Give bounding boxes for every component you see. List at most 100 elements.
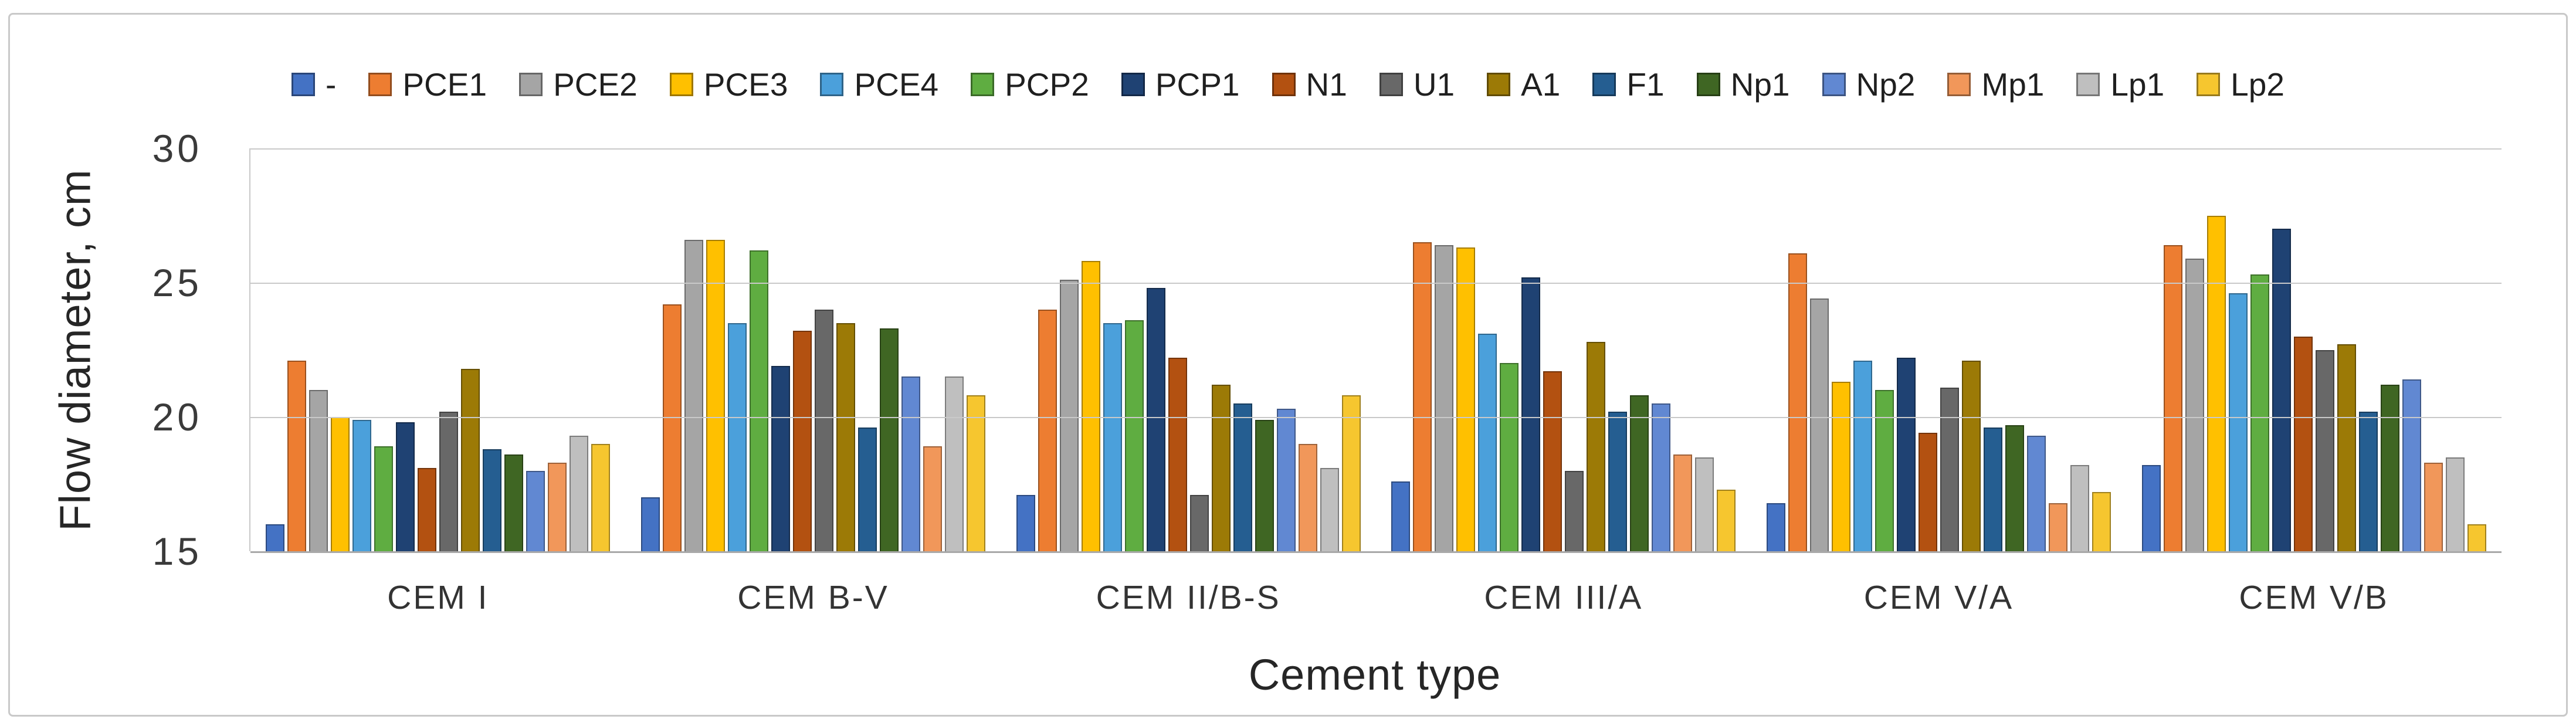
legend-swatch-icon (820, 73, 844, 96)
bar-Np2-CEM III/A (1652, 403, 1671, 551)
bar-A1-CEM I (461, 368, 480, 551)
bar---CEM V/A (1766, 503, 1785, 551)
bar-Np2-CEM B-V (901, 376, 920, 551)
legend-swatch-icon (1822, 73, 1846, 96)
legend: - PCE1 PCE2 PCE3 PCE4 PCP2 PCP1 N1 U1 A1 F1 Np1 Np2 M… (0, 66, 2576, 103)
bar-PCE2-CEM B-V (684, 239, 703, 551)
bar-PCE4-CEM V/A (1853, 360, 1872, 551)
bar-PCE3-CEM B-V (706, 239, 725, 551)
bar-F1-CEM II/B-S (1233, 403, 1252, 551)
bar-PCP2-CEM V/A (1875, 390, 1894, 551)
bar-Lp2-CEM I (591, 443, 611, 551)
bar-PCP2-CEM V/B (2250, 274, 2269, 551)
bar-Np1-CEM V/A (2005, 425, 2024, 551)
bar-groups: CEM I CEM B-V CEM II/B-S CEM III/A CEM V/A CE… (250, 148, 2502, 616)
y-tick-label-15: 15 (152, 530, 202, 573)
legend-label: PCE3 (703, 66, 788, 103)
bar---CEM I (266, 524, 285, 551)
legend-item-A1: A1 (1487, 66, 1561, 103)
legend-label: PCE4 (854, 66, 939, 103)
y-tick-label-25: 25 (152, 261, 202, 304)
bar-Lp1-CEM V/A (2070, 465, 2089, 551)
bar-Lp1-CEM II/B-S (1320, 468, 1339, 551)
bar-PCP2-CEM I (374, 446, 394, 551)
category-label-CEM V/A: CEM V/A (1863, 579, 2014, 616)
legend-item-F1: F1 (1592, 68, 1665, 101)
gridline-20 (250, 417, 2502, 418)
category-label-CEM III/A: CEM III/A (1484, 579, 1643, 616)
y-tick-label-20: 20 (152, 395, 202, 439)
legend-swatch-icon (368, 73, 392, 96)
bar-PCP2-CEM III/A (1500, 363, 1519, 551)
legend-item-Lp1: Lp1 (2076, 68, 2164, 101)
bar-PCE3-CEM II/B-S (1081, 261, 1100, 551)
bar-Lp1-CEM V/B (2445, 457, 2465, 551)
category-group-CEM III/A: CEM III/A (1391, 148, 1736, 616)
bar-Mp1-CEM V/B (2424, 462, 2443, 551)
bar-N1-CEM V/B (2293, 336, 2313, 551)
legend-label: PCE1 (402, 66, 487, 103)
bar-Mp1-CEM III/A (1673, 454, 1693, 551)
category-label-CEM B-V: CEM B-V (737, 579, 889, 616)
bar-U1-CEM V/A (1940, 387, 1959, 551)
bar-N1-CEM B-V (792, 331, 812, 551)
bar-U1-CEM I (439, 411, 459, 551)
bar-F1-CEM III/A (1608, 411, 1628, 551)
bar-F1-CEM V/A (1983, 428, 2002, 551)
bar-Mp1-CEM I (548, 462, 567, 551)
bar-Lp1-CEM B-V (944, 376, 964, 551)
bar-PCP1-CEM B-V (771, 365, 790, 551)
legend-label: Mp1 (1981, 66, 2045, 103)
bar---CEM III/A (1391, 481, 1411, 551)
legend-item-PCE1: PCE1 (368, 66, 487, 103)
legend-swatch-icon (971, 73, 995, 96)
gridline-30 (250, 148, 2502, 150)
legend-item-U1: U1 (1379, 68, 1455, 101)
legend-label: Np1 (1730, 66, 1790, 103)
legend-swatch-icon (1696, 73, 1720, 96)
bar-N1-CEM III/A (1543, 371, 1562, 551)
bar-PCP1-CEM I (396, 422, 415, 551)
category-label-CEM V/B: CEM V/B (2239, 579, 2389, 616)
category-group-CEM II/B-S: CEM II/B-S (1016, 148, 1361, 616)
bar---CEM V/B (2141, 465, 2161, 551)
bar-PCP2-CEM II/B-S (1124, 320, 1144, 551)
bar-PCP1-CEM V/A (1896, 358, 1916, 551)
bar-PCE3-CEM V/B (2206, 215, 2226, 551)
legend-label: PCP1 (1155, 66, 1240, 103)
bar-PCE4-CEM I (352, 419, 372, 551)
bar-A1-CEM III/A (1587, 341, 1606, 551)
bar-PCE4-CEM III/A (1478, 334, 1497, 551)
gridline-25 (250, 283, 2502, 284)
bar-PCE2-CEM V/B (2185, 258, 2204, 551)
category-label-CEM II/B-S: CEM II/B-S (1096, 579, 1281, 616)
bar-A1-CEM II/B-S (1211, 385, 1231, 551)
bar-Np2-CEM I (526, 470, 545, 551)
legend-swatch-icon (519, 73, 543, 96)
bar-U1-CEM V/B (2315, 350, 2334, 551)
bar-PCP2-CEM B-V (749, 250, 768, 551)
legend-item-Lp2: Lp2 (2197, 68, 2284, 101)
category-group-CEM B-V: CEM B-V (640, 148, 985, 616)
bar-U1-CEM II/B-S (1189, 494, 1209, 551)
legend-item--: - (292, 68, 336, 101)
legend-label: A1 (1521, 66, 1561, 103)
x-axis-title: Cement type (1248, 650, 1501, 699)
legend-label: Np2 (1856, 66, 1916, 103)
bar-Lp1-CEM I (570, 436, 589, 551)
legend-swatch-icon (1487, 73, 1511, 96)
bar-N1-CEM II/B-S (1168, 358, 1187, 551)
bar-Lp2-CEM B-V (966, 395, 985, 551)
bar-Np1-CEM III/A (1630, 395, 1649, 551)
legend-label: PCE2 (553, 66, 638, 103)
bar-A1-CEM V/B (2337, 344, 2356, 551)
bar-PCE1-CEM I (287, 360, 307, 551)
category-group-CEM I: CEM I (266, 148, 611, 616)
bar-Np1-CEM II/B-S (1255, 419, 1274, 551)
bar-A1-CEM B-V (836, 323, 855, 551)
legend-swatch-icon (292, 73, 316, 96)
legend-swatch-icon (1947, 73, 1971, 96)
bar-PCE3-CEM V/A (1831, 382, 1850, 551)
bar-PCE1-CEM III/A (1413, 242, 1432, 551)
